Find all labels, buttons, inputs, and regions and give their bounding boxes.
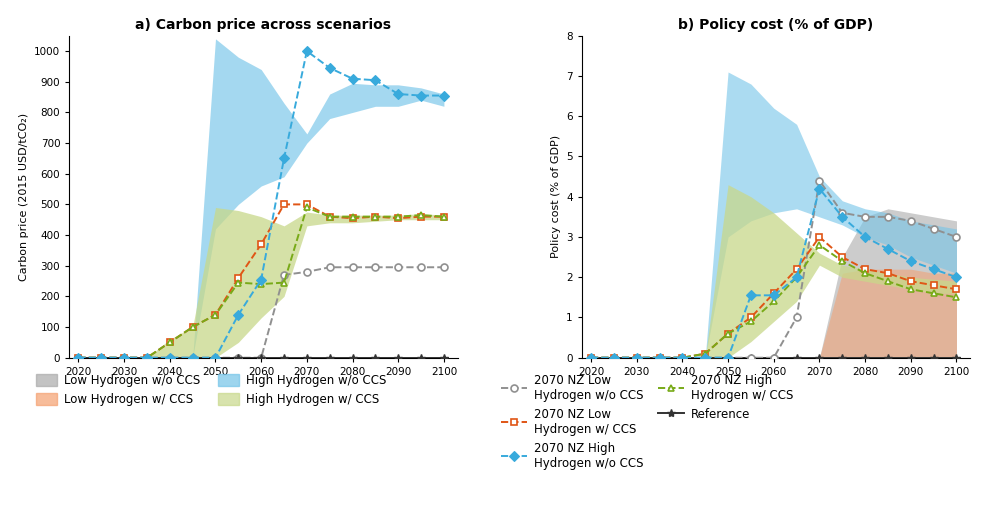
Title: b) Policy cost (% of GDP): b) Policy cost (% of GDP) — [678, 18, 873, 32]
Y-axis label: Policy cost (% of GDP): Policy cost (% of GDP) — [550, 135, 560, 258]
Legend: 2070 NZ Low
Hydrogen w/o CCS, 2070 NZ Low
Hydrogen w/ CCS, 2070 NZ High
Hydrogen: 2070 NZ Low Hydrogen w/o CCS, 2070 NZ Lo… — [501, 374, 793, 470]
Legend: Low Hydrogen w/o CCS, Low Hydrogen w/ CCS, High Hydrogen w/o CCS, High Hydrogen : Low Hydrogen w/o CCS, Low Hydrogen w/ CC… — [36, 374, 387, 406]
Title: a) Carbon price across scenarios: a) Carbon price across scenarios — [136, 18, 391, 32]
Y-axis label: Carbon price (2015 USD/tCO₂): Carbon price (2015 USD/tCO₂) — [19, 112, 29, 281]
